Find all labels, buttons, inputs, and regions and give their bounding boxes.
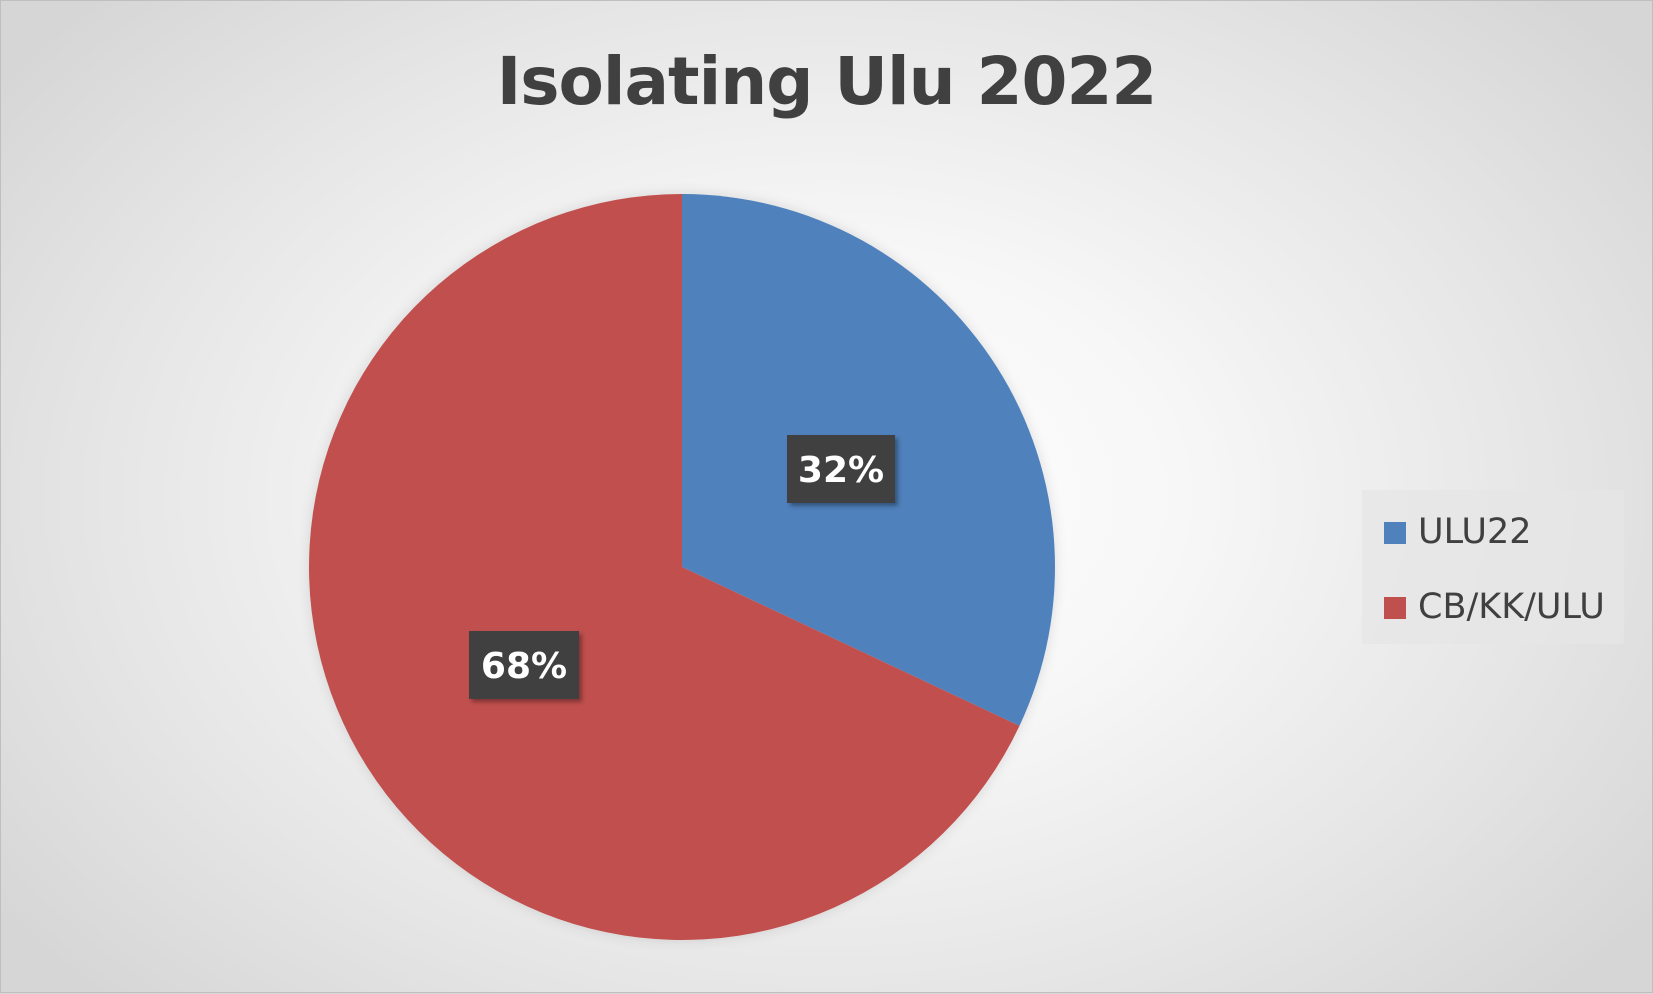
data-label-text: 68%	[481, 646, 567, 687]
data-label-box	[787, 435, 895, 503]
legend: ULU22 CB/KK/ULU	[1362, 490, 1624, 644]
chart-title: Isolating Ulu 2022	[496, 43, 1158, 120]
legend-label-ulu22: ULU22	[1418, 512, 1532, 552]
legend-swatch-cb-kk-ulu	[1384, 596, 1406, 619]
pie-slice-cb-kk-ulu	[309, 194, 1020, 941]
data-label-cb-kk-ulu: 68%	[469, 631, 579, 699]
legend-label-cb-kk-ulu: CB/KK/ULU	[1418, 587, 1605, 627]
legend-swatch-ulu22	[1384, 521, 1406, 544]
legend-item-cb-kk-ulu: CB/KK/ULU	[1384, 590, 1605, 625]
legend-item-ulu22: ULU22	[1384, 515, 1532, 550]
data-label-text: 32%	[798, 450, 884, 491]
data-label-ulu22: 32%	[787, 435, 895, 503]
data-label-box	[469, 631, 579, 699]
